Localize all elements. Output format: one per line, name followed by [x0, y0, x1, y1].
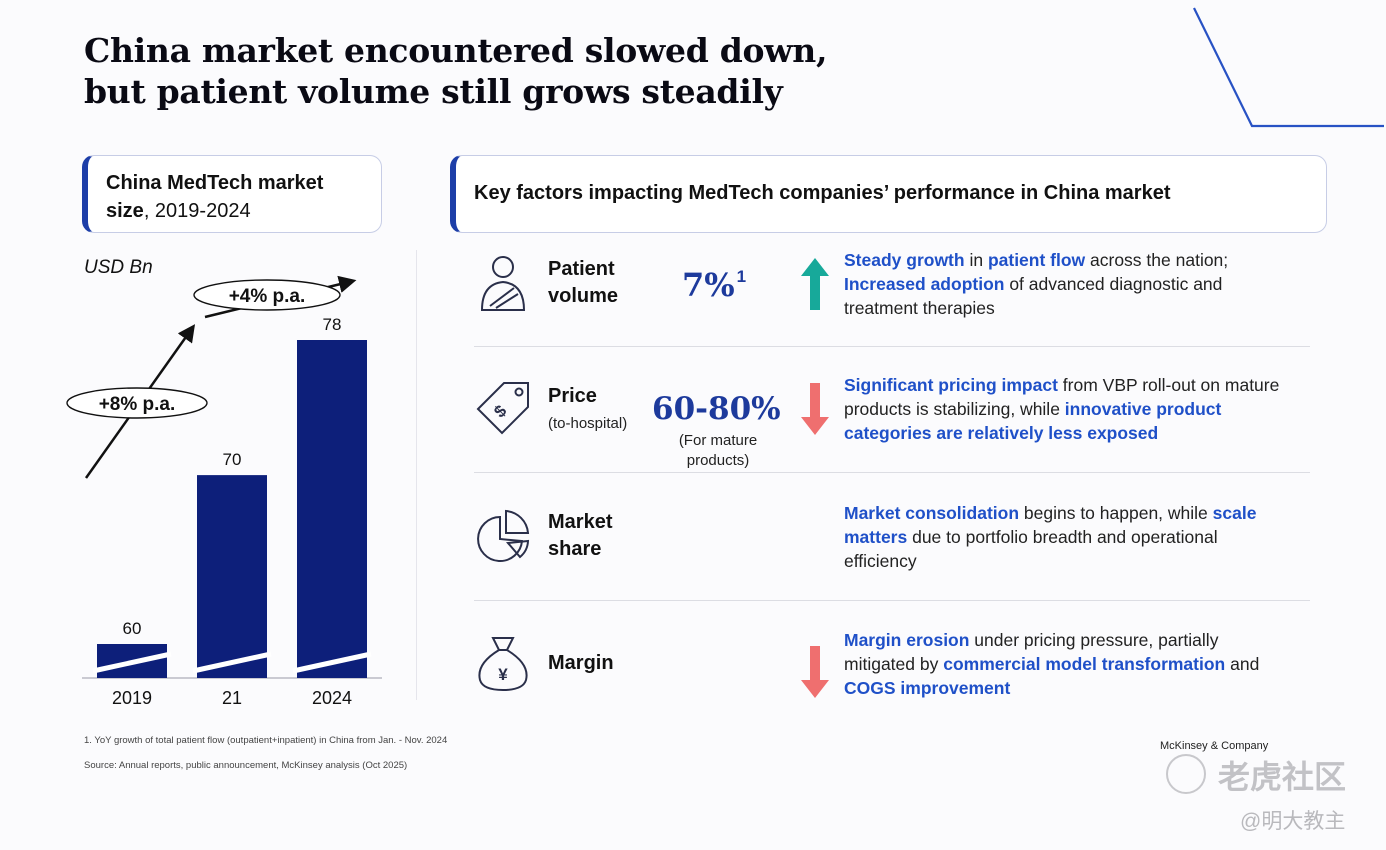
- category-label: 21: [222, 688, 242, 708]
- highlight-text: Increased adoption: [844, 274, 1005, 294]
- factor-row-market: Market share Market consolidation begins t…: [470, 493, 1312, 613]
- growth-label-bubble: [66, 387, 208, 419]
- bar-value-label: 78: [323, 315, 342, 334]
- factor-stat: 7% 1: [682, 266, 747, 304]
- factor-label: Market share: [548, 509, 612, 563]
- description-text: and: [1225, 654, 1260, 674]
- description-text: begins to happen, while: [1019, 503, 1213, 523]
- description-text: in: [964, 250, 988, 270]
- market-size-panel-header: China MedTech market size, 2019-2024: [82, 155, 382, 233]
- highlight-text: patient flow: [987, 250, 1086, 270]
- key-factors-title: Key factors impacting MedTech companies’…: [474, 182, 1171, 204]
- category-label: 2024: [312, 688, 352, 708]
- factor-stat-note: (For mature products): [678, 432, 758, 469]
- factor-stat: 60-80%: [652, 391, 781, 427]
- highlight-text: innovative product categories are relati…: [844, 399, 1222, 443]
- factor-label-line1: Patient: [548, 258, 615, 280]
- factor-row-margin: ¥ Margin Margin erosion under pricing pres…: [470, 620, 1312, 740]
- market-size-title-bold: China MedTech market: [106, 172, 324, 194]
- factor-stat-footnote: 1: [736, 267, 747, 286]
- factor-label-line1: Margin: [548, 652, 614, 674]
- factor-description: Steady growth in patient flow across the…: [844, 248, 1294, 320]
- category-label: 2019: [112, 688, 152, 708]
- factor-label-line1: Price: [548, 385, 597, 407]
- footnote-source: Source: Annual reports, public announcem…: [84, 760, 408, 771]
- watermark-main: 老虎社区: [1166, 752, 1346, 798]
- market-size-title-years: , 2019-2024: [143, 200, 251, 222]
- axis-break-mark: [192, 651, 272, 674]
- factor-label-line2: share: [548, 538, 602, 560]
- factor-description: Significant pricing impact from VBP roll…: [844, 373, 1294, 445]
- price-tag-icon: $: [470, 375, 536, 441]
- chart-unit-label: USD Bn: [84, 257, 153, 278]
- svg-text:$: $: [490, 401, 511, 422]
- factor-description: Margin erosion under pricing pressure, p…: [844, 628, 1294, 700]
- key-factors-panel-header: Key factors impacting MedTech companies’…: [450, 155, 1327, 233]
- row-divider: [474, 600, 1310, 601]
- watermark-sub: @明大教主: [1240, 810, 1346, 833]
- bar-value-label: 60: [123, 619, 142, 638]
- highlight-text: COGS improvement: [844, 678, 1011, 698]
- watermark-logo-icon: [1166, 754, 1206, 794]
- factor-row-price: $ Price (to-hospital) 60-80% (For mature prod…: [470, 365, 1312, 485]
- row-divider: [474, 346, 1310, 347]
- brand-label: McKinsey & Company: [1160, 740, 1269, 752]
- axis-break-mark: [292, 651, 372, 674]
- factor-label-line2: volume: [548, 285, 619, 307]
- page-title-line2: but patient volume still grows steadily: [84, 72, 783, 111]
- factor-row-patient: Patient volume 7% 1 Steady growth in patient…: [470, 240, 1312, 360]
- pie-chart-icon: [470, 503, 536, 569]
- factor-label-line1: Market: [548, 511, 613, 533]
- bar-2024: [297, 340, 367, 678]
- highlight-text: scale matters: [844, 503, 1257, 547]
- description-text: under pricing pressure, partially mitiga…: [844, 630, 1219, 674]
- decorative-corner-line: [1193, 7, 1384, 128]
- description-text: of advanced diagnostic and treatment the…: [844, 274, 1223, 318]
- highlight-text: Market consolidation: [844, 503, 1020, 523]
- factor-label: Margin: [548, 650, 614, 677]
- row-divider: [474, 472, 1310, 473]
- growth-label-bubble: [193, 279, 341, 311]
- description-text: from VBP roll-out on mature products is …: [844, 375, 1280, 419]
- vertical-divider: [416, 250, 417, 700]
- svg-text:¥: ¥: [498, 665, 508, 684]
- description-text: across the nation;: [1085, 250, 1229, 270]
- factor-description: Market consolidation begins to happen, w…: [844, 501, 1294, 573]
- footnote-1: 1. YoY growth of total patient flow (out…: [84, 735, 448, 746]
- description-text: due to portfolio breadth and operational…: [844, 527, 1218, 571]
- bar-value-label: 70: [223, 450, 242, 469]
- page-title: China market encountered slowed down, bu…: [84, 30, 827, 112]
- highlight-text: Margin erosion: [844, 630, 970, 650]
- factor-label: Price (to-hospital): [548, 383, 627, 437]
- money-bag-icon: ¥: [470, 630, 536, 696]
- growth-label: +4% p.a.: [229, 286, 306, 307]
- trend-down-arrow-icon: [800, 644, 830, 700]
- watermark-main-text: 老虎社区: [1218, 759, 1347, 795]
- trend-down-arrow-icon: [800, 381, 830, 437]
- growth-label: +8% p.a.: [99, 394, 176, 415]
- bar-21: [197, 475, 267, 678]
- highlight-text: Significant pricing impact: [844, 375, 1058, 395]
- factor-sublabel: (to-hospital): [548, 415, 628, 432]
- trend-up-arrow-icon: [800, 256, 830, 312]
- page-title-line1: China market encountered slowed down,: [84, 31, 828, 70]
- factor-label: Patient volume: [548, 256, 618, 310]
- highlight-text: Steady growth: [844, 250, 965, 270]
- highlight-text: commercial model transformation: [943, 654, 1226, 674]
- market-size-title-bold2: size: [106, 200, 144, 222]
- axis-break-mark: [92, 651, 172, 674]
- market-size-bar-chart: 60 2019 70 21 78 2024 +8% p.a. +4% p.a.: [66, 275, 382, 708]
- patient-icon: [470, 250, 536, 316]
